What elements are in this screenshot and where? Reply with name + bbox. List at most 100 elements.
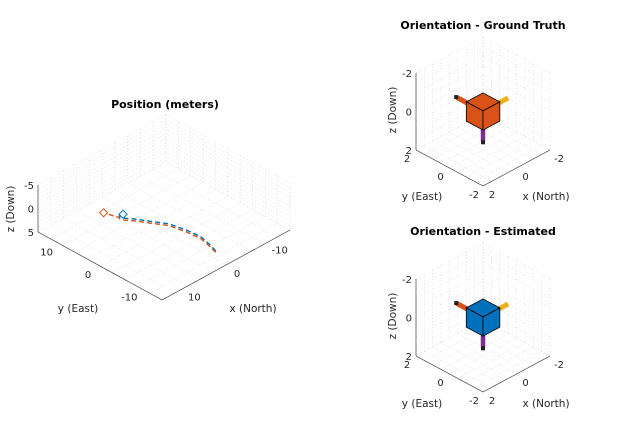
z-tick-label: 2 bbox=[406, 146, 412, 157]
grid-line bbox=[153, 168, 278, 238]
grid-line bbox=[140, 175, 265, 245]
grid-line bbox=[165, 124, 291, 193]
cube-front-right-face bbox=[482, 307, 501, 337]
grid-line bbox=[165, 147, 291, 217]
x-axis-line bbox=[482, 355, 551, 393]
position-plot: Position (meters) -10 0 10 10 0 -10 -5 0 5 x (No… bbox=[5, 98, 291, 315]
grid-line bbox=[482, 271, 551, 309]
z-tick-label: -5 bbox=[24, 181, 34, 192]
east-arm-tip bbox=[454, 301, 459, 306]
y-tick-label: 2 bbox=[404, 154, 410, 165]
grid-line bbox=[37, 157, 167, 228]
grid-line bbox=[482, 281, 551, 318]
x-tick-label: -10 bbox=[271, 246, 287, 257]
x-axis-line bbox=[161, 229, 291, 301]
grid-line bbox=[112, 202, 241, 274]
position-axes bbox=[37, 185, 291, 301]
grid-line bbox=[62, 175, 191, 246]
grid-line bbox=[415, 252, 484, 289]
grid-line bbox=[63, 217, 188, 287]
position-grid bbox=[37, 114, 291, 301]
grid-line bbox=[415, 290, 484, 328]
grid-line bbox=[415, 242, 484, 280]
grid-line bbox=[432, 328, 500, 366]
z-tick-label: -2 bbox=[402, 275, 412, 286]
grid-line bbox=[137, 216, 266, 287]
ground-truth-xlabel: x (North) bbox=[522, 191, 569, 203]
grid-line bbox=[165, 161, 291, 231]
grid-line bbox=[457, 342, 525, 379]
grid-line bbox=[482, 56, 551, 93]
grid-line bbox=[457, 136, 525, 173]
position-xlabel: x (North) bbox=[229, 303, 276, 315]
grid-line bbox=[165, 114, 291, 184]
grid-line bbox=[75, 182, 204, 253]
grid-line bbox=[165, 152, 291, 221]
position-series bbox=[98, 208, 217, 253]
grid-line bbox=[37, 142, 167, 214]
grid-line bbox=[415, 46, 484, 83]
grid-line bbox=[37, 161, 167, 233]
x-axis-line bbox=[482, 149, 551, 187]
y-tick-label: -2 bbox=[469, 190, 479, 201]
grid-line bbox=[165, 133, 291, 203]
grid-line bbox=[457, 127, 525, 164]
grid-line bbox=[457, 333, 525, 370]
y-tick-label: -10 bbox=[121, 293, 137, 304]
grid-line bbox=[415, 281, 484, 318]
y-tick-label: 0 bbox=[85, 270, 91, 281]
grid-line bbox=[76, 210, 201, 280]
grid-line bbox=[37, 119, 167, 190]
grid-line bbox=[165, 119, 291, 188]
grid-line bbox=[441, 127, 509, 164]
position-tick-labels: -10 0 10 10 0 -10 -5 0 5 bbox=[24, 181, 288, 304]
grid-line bbox=[482, 242, 551, 280]
estimated-title: Orientation - Estimated bbox=[410, 225, 556, 238]
grid-line bbox=[449, 131, 517, 169]
grid-line bbox=[482, 84, 551, 122]
grid-line bbox=[415, 65, 484, 103]
grid-line bbox=[482, 290, 551, 328]
y-tick-label: -2 bbox=[469, 396, 479, 407]
grid-line bbox=[415, 84, 484, 122]
estimated-xlabel: x (North) bbox=[522, 398, 569, 410]
y-axis-line bbox=[37, 231, 163, 301]
grid-line bbox=[415, 75, 484, 112]
grid-line bbox=[482, 65, 551, 103]
grid-line bbox=[424, 351, 492, 388]
grid-line bbox=[424, 145, 492, 182]
grid-line bbox=[165, 142, 291, 212]
y-tick-label: 10 bbox=[40, 247, 53, 258]
grid-line bbox=[482, 46, 551, 83]
grid-line bbox=[87, 188, 216, 260]
grid-line bbox=[37, 128, 167, 200]
x-tick-label: -2 bbox=[554, 154, 564, 165]
grid-line bbox=[449, 337, 517, 375]
y-tick-label: 0 bbox=[437, 172, 443, 183]
grid-line bbox=[114, 189, 239, 259]
grid-line bbox=[37, 147, 167, 219]
estimated-body bbox=[454, 298, 510, 351]
grid-line bbox=[37, 138, 167, 209]
orientation-ground-truth-plot: Orientation - Ground Truth -20220-2-202 … bbox=[387, 19, 570, 203]
z-tick-label: 0 bbox=[406, 314, 412, 325]
grid-line bbox=[466, 122, 534, 160]
grid-line bbox=[127, 182, 252, 252]
grid-line bbox=[474, 351, 542, 388]
grid-line bbox=[449, 337, 517, 375]
z-tick-label: 2 bbox=[406, 352, 412, 363]
trajectory-line-estimated bbox=[118, 213, 217, 252]
grid-line bbox=[165, 157, 291, 226]
grid-line bbox=[432, 140, 500, 178]
grid-line bbox=[466, 140, 534, 178]
grid-line bbox=[415, 271, 484, 309]
grid-line bbox=[101, 196, 227, 266]
z-tick-label: 0 bbox=[406, 108, 412, 119]
position-zlabel: z (Down) bbox=[5, 186, 17, 233]
x-tick-label: 0 bbox=[522, 172, 528, 183]
grid-line bbox=[474, 145, 542, 182]
